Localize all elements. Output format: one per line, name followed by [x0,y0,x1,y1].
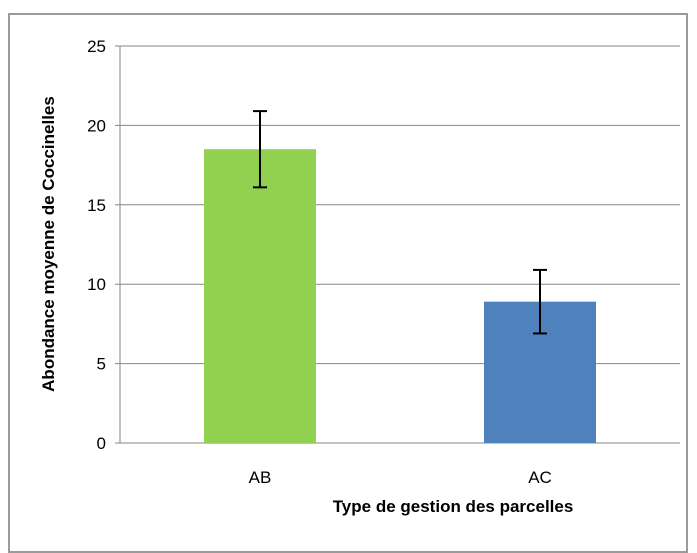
y-tick-label-15: 15 [87,196,106,215]
y-tick-label-20: 20 [87,116,106,135]
bars [204,149,596,443]
bar-ab [204,149,316,443]
error-bars [253,110,547,335]
x-tick-labels: AB AC [249,468,552,487]
chart-frame [8,13,688,553]
x-tick-label-ab: AB [249,468,272,487]
x-tick-label-ac: AC [528,468,552,487]
y-tick-label-0: 0 [97,434,106,453]
y-tick-label-10: 10 [87,275,106,294]
x-axis-label: Type de gestion des parcelles [333,497,574,516]
y-tick-label-5: 5 [97,355,106,374]
y-tick-label-25: 25 [87,37,106,56]
y-tick-labels: 0 5 10 15 20 25 [87,37,106,453]
y-axis-label: Abondance moyenne de Coccinelles [39,96,58,392]
